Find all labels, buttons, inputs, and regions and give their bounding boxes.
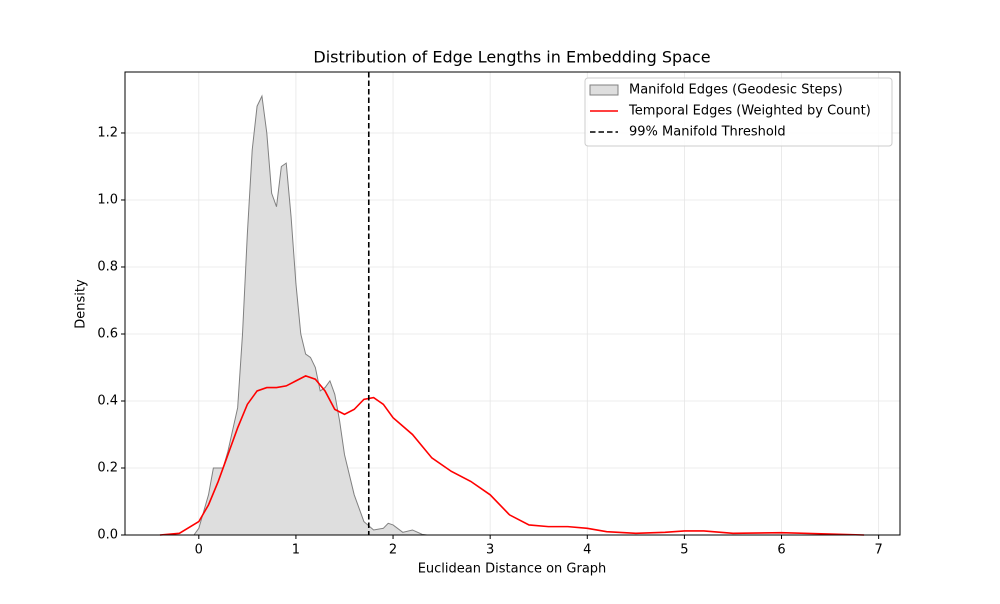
area-fill <box>193 96 428 536</box>
legend-label: 99% Manifold Threshold <box>629 125 786 140</box>
x-tick-label: 2 <box>389 543 397 558</box>
legend-label: Manifold Edges (Geodesic Steps) <box>629 83 843 98</box>
x-tick-label: 4 <box>583 543 591 558</box>
density-curve <box>193 94 428 536</box>
plot <box>159 72 865 536</box>
y-tick-label: 1.2 <box>97 125 118 140</box>
x-axis-label: Euclidean Distance on Graph <box>418 562 607 577</box>
y-tick-label: 0.8 <box>97 259 118 274</box>
legend-swatch <box>589 84 619 96</box>
x-tick-label: 6 <box>777 543 785 558</box>
y-tick-label: 0.6 <box>97 326 118 341</box>
y-tick-label: 0.2 <box>97 460 118 475</box>
y-tick-label: 0.4 <box>97 393 118 408</box>
legend-label: Temporal Edges (Weighted by Count) <box>628 104 871 119</box>
x-tick-label: 1 <box>292 543 300 558</box>
legend-box <box>584 77 893 147</box>
y-tick-label: 1.0 <box>97 192 118 207</box>
y-axis-label: Density <box>74 279 89 329</box>
x-tick-label: 0 <box>195 543 203 558</box>
x-tick-label: 3 <box>486 543 494 558</box>
legend: Manifold Edges (Geodesic Steps) Temporal … <box>584 77 893 147</box>
x-tick-label: 7 <box>874 543 882 558</box>
x-tick-label: 5 <box>680 543 688 558</box>
density-curve <box>159 374 865 536</box>
plot-frame <box>124 71 901 536</box>
chart-title: Distribution of Edge Lengths in Embeddin… <box>313 48 710 67</box>
y-tick-label: 0.0 <box>97 528 118 543</box>
